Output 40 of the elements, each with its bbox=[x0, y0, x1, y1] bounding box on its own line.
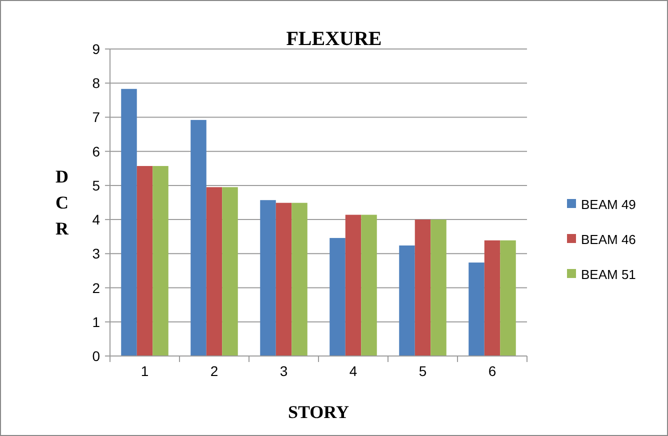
x-tick-label: 4 bbox=[349, 363, 358, 379]
bar bbox=[468, 262, 484, 356]
bar bbox=[121, 88, 137, 356]
x-tick-label: 6 bbox=[488, 363, 496, 379]
bar bbox=[345, 214, 362, 356]
bar bbox=[414, 220, 431, 356]
legend-label: BEAM 51 bbox=[581, 267, 636, 282]
y-tick-label: 1 bbox=[92, 314, 100, 330]
legend-label: BEAM 46 bbox=[581, 232, 636, 247]
bar bbox=[260, 200, 276, 356]
bar bbox=[484, 240, 500, 356]
bar bbox=[276, 202, 292, 356]
bar bbox=[222, 187, 238, 356]
y-tick-label: 0 bbox=[92, 348, 100, 364]
legend-label: BEAM 49 bbox=[581, 197, 636, 212]
bar bbox=[399, 245, 415, 356]
x-axis-title: STORY bbox=[288, 402, 350, 422]
y-tick-label: 9 bbox=[92, 41, 100, 57]
bar bbox=[190, 120, 206, 356]
x-tick-label: 1 bbox=[140, 363, 149, 379]
bar bbox=[136, 166, 153, 356]
y-tick-label: 2 bbox=[92, 280, 100, 296]
bar bbox=[206, 187, 222, 356]
bar bbox=[330, 238, 346, 356]
x-tick-label: 2 bbox=[210, 363, 218, 379]
bar bbox=[500, 240, 516, 356]
bar bbox=[292, 202, 308, 356]
y-tick-label: 6 bbox=[92, 143, 100, 160]
x-tick-label: 3 bbox=[280, 363, 288, 379]
y-tick-label: 8 bbox=[92, 75, 100, 92]
x-tick-label: 5 bbox=[418, 363, 427, 379]
bar bbox=[430, 220, 446, 356]
y-tick-label: 3 bbox=[92, 246, 100, 262]
chart-title: FLEXURE bbox=[286, 28, 382, 50]
y-tick-label: 5 bbox=[92, 177, 100, 194]
y-tick-label: 4 bbox=[92, 212, 100, 228]
bar bbox=[361, 214, 377, 356]
y-axis-title: DCR bbox=[56, 166, 70, 238]
y-tick-label: 7 bbox=[92, 109, 100, 126]
bar bbox=[152, 166, 168, 356]
